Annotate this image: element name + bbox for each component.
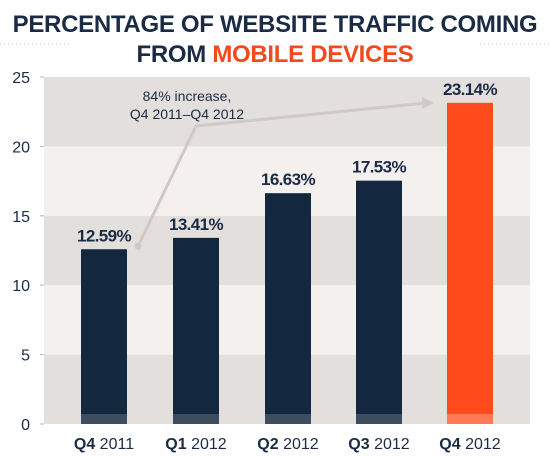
x-category-quarter: Q2 (257, 436, 278, 453)
x-category-year: 2012 (370, 436, 410, 453)
value-label: 12.59% (77, 226, 132, 245)
x-axis: Q4 2011 Q1 2012 Q2 2012 Q3 2012 Q4 2012 (74, 436, 501, 453)
x-category-year: 2011 (95, 436, 134, 453)
y-tick-label: 15 (12, 209, 30, 226)
x-category-label: Q4 2011 (74, 436, 134, 453)
bar-base (173, 414, 219, 424)
x-category-quarter: Q4 (439, 436, 460, 453)
x-category-year: 2012 (187, 436, 227, 453)
value-labels: 12.59% 13.41% 16.63% 17.53% 23.14% (77, 80, 498, 245)
bar (173, 237, 219, 424)
chart-title-line1: PERCENTAGE OF WEBSITE TRAFFIC COMING (13, 11, 538, 38)
annotation: 84% increase, Q4 2011–Q4 2012 (130, 88, 434, 250)
x-category-label: Q1 2012 (165, 436, 226, 453)
bars (81, 102, 493, 424)
annotation-arrowhead (422, 97, 434, 109)
bar-base (356, 414, 402, 424)
x-category-label: Q4 2012 (439, 436, 500, 453)
x-category-label: Q2 2012 (257, 436, 318, 453)
value-label: 13.41% (169, 215, 224, 234)
chart-title-highlight: MOBILE DEVICES (212, 41, 413, 68)
annotation-arrow-line (136, 101, 427, 247)
chart-title-line2: FROM MOBILE DEVICES (137, 41, 414, 68)
x-category-year: 2012 (461, 436, 501, 453)
bar (265, 193, 311, 424)
annotation-line2: Q4 2011–Q4 2012 (130, 106, 244, 122)
bar-base (447, 414, 493, 424)
bar-base (265, 414, 311, 424)
y-axis: 0 5 10 15 20 25 (12, 70, 44, 434)
x-category-quarter: Q4 (74, 436, 95, 453)
y-tick-label: 20 (12, 139, 30, 156)
y-tick-label: 10 (12, 278, 30, 295)
y-tick-label: 25 (12, 70, 30, 87)
chart-title-line2-prefix: FROM (137, 41, 213, 68)
value-label: 16.63% (261, 170, 316, 189)
y-tick-label: 0 (21, 417, 30, 434)
value-label: 17.53% (352, 158, 407, 177)
x-category-label: Q3 2012 (348, 436, 409, 453)
value-label: 23.14% (443, 80, 498, 99)
x-category-quarter: Q1 (165, 436, 186, 453)
x-category-quarter: Q3 (348, 436, 369, 453)
annotation-line1: 84% increase, (143, 88, 232, 104)
bar (447, 102, 493, 424)
bar-base (81, 414, 127, 424)
y-tick-label: 5 (21, 348, 30, 365)
bar (81, 249, 127, 424)
x-category-year: 2012 (279, 436, 319, 453)
bar (356, 180, 402, 424)
